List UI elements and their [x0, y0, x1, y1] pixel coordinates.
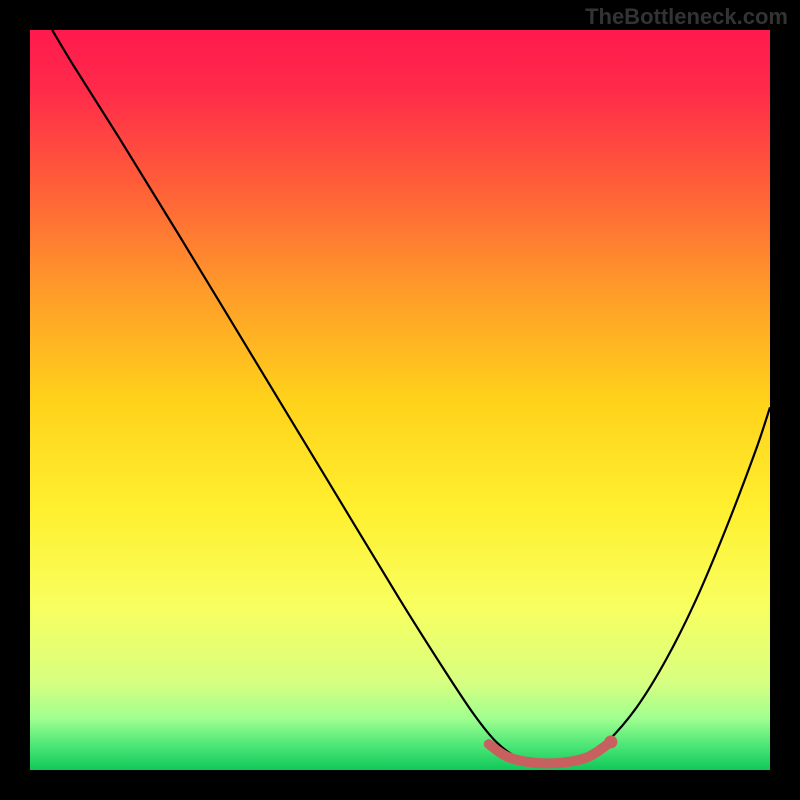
- marker-dot: [604, 735, 617, 748]
- chart-container: { "watermark": { "text": "TheBottleneck.…: [0, 0, 800, 800]
- watermark-text: TheBottleneck.com: [585, 4, 788, 30]
- bottleneck-chart: [0, 0, 800, 800]
- plot-background: [30, 30, 770, 770]
